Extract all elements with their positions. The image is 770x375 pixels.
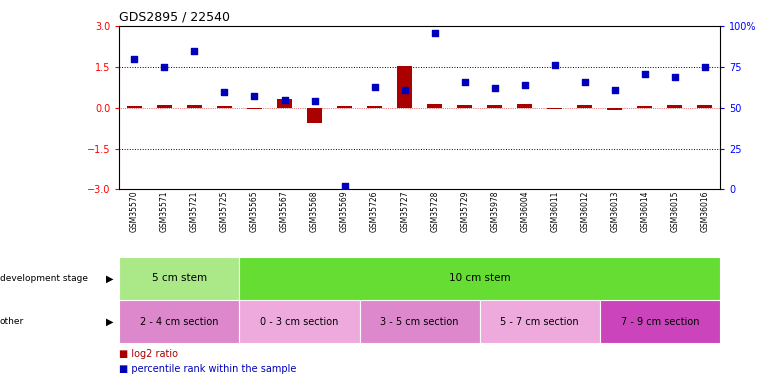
Bar	[608, 108, 622, 110]
Bar	[247, 108, 262, 109]
Text: ■ log2 ratio: ■ log2 ratio	[119, 349, 179, 359]
Point	[489, 85, 501, 91]
Point	[579, 79, 591, 85]
Bar	[397, 66, 412, 108]
Point	[159, 64, 171, 70]
Point	[519, 82, 531, 88]
Bar	[600, 300, 720, 343]
Bar	[217, 106, 232, 108]
Text: ▶: ▶	[106, 316, 114, 327]
Text: 0 - 3 cm section: 0 - 3 cm section	[260, 316, 339, 327]
Bar	[457, 105, 472, 108]
Bar	[119, 300, 239, 343]
Point	[639, 70, 651, 76]
Text: 7 - 9 cm section: 7 - 9 cm section	[621, 316, 699, 327]
Bar	[119, 257, 239, 300]
Bar	[360, 300, 480, 343]
Bar	[427, 104, 442, 108]
Text: ▶: ▶	[106, 273, 114, 284]
Point	[428, 30, 440, 36]
Text: 5 - 7 cm section: 5 - 7 cm section	[500, 316, 579, 327]
Point	[549, 62, 561, 68]
Point	[308, 98, 321, 104]
Text: 3 - 5 cm section: 3 - 5 cm section	[380, 316, 459, 327]
Bar	[547, 108, 562, 109]
Point	[369, 84, 381, 90]
Bar	[337, 106, 352, 108]
Text: 2 - 4 cm section: 2 - 4 cm section	[140, 316, 219, 327]
Bar	[487, 105, 502, 108]
Bar	[277, 99, 292, 108]
Point	[339, 183, 351, 189]
Point	[699, 64, 711, 70]
Point	[399, 87, 411, 93]
Bar	[239, 257, 720, 300]
Bar	[698, 105, 712, 108]
Bar	[578, 105, 592, 108]
Point	[459, 79, 471, 85]
Point	[188, 48, 200, 54]
Bar	[638, 106, 652, 108]
Bar	[157, 105, 172, 108]
Point	[279, 97, 291, 103]
Bar	[480, 300, 600, 343]
Point	[128, 56, 141, 62]
Text: 5 cm stem: 5 cm stem	[152, 273, 207, 284]
Text: 10 cm stem: 10 cm stem	[449, 273, 511, 284]
Text: ■ percentile rank within the sample: ■ percentile rank within the sample	[119, 364, 296, 374]
Bar	[517, 104, 532, 108]
Bar	[127, 106, 142, 108]
Bar	[367, 106, 382, 108]
Bar	[307, 108, 322, 123]
Bar	[239, 300, 360, 343]
Point	[248, 93, 260, 99]
Text: GDS2895 / 22540: GDS2895 / 22540	[119, 11, 230, 24]
Text: other: other	[0, 317, 24, 326]
Bar	[668, 105, 682, 108]
Point	[608, 87, 621, 93]
Bar	[187, 105, 202, 108]
Text: development stage: development stage	[0, 274, 88, 283]
Point	[668, 74, 681, 80]
Point	[219, 88, 231, 94]
